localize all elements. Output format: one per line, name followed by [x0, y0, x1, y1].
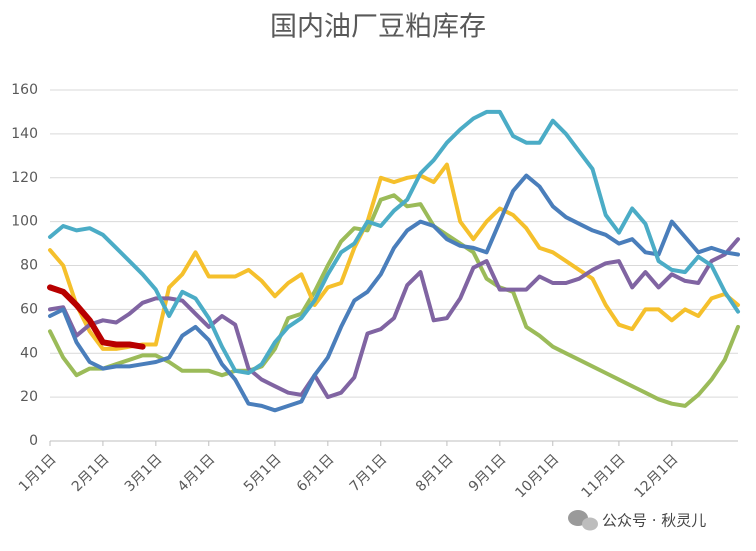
series-line: [47, 284, 146, 350]
x-tick-label: 5月1日: [241, 451, 285, 495]
x-tick-label: 7月1日: [347, 451, 391, 495]
x-tick-label: 9月1日: [466, 451, 510, 495]
series-line: [48, 162, 740, 351]
series-line: [48, 173, 740, 413]
x-tick-label: 2月1日: [69, 451, 113, 495]
chart-title: 国内油厂豆粕库存: [270, 12, 486, 43]
y-tick-label: 120: [11, 170, 38, 186]
y-tick-label: 20: [20, 389, 38, 405]
x-tick-label: 1月1日: [16, 451, 60, 495]
watermark-icon: [568, 510, 598, 531]
series-line: [48, 237, 740, 400]
x-tick-label: 10月1日: [512, 451, 562, 501]
x-tick-label: 8月1日: [413, 451, 457, 495]
y-tick-label: 80: [20, 258, 38, 274]
series-line: [48, 109, 740, 375]
y-tick-label: 140: [11, 126, 38, 142]
x-tick-label: 6月1日: [294, 451, 338, 495]
x-tick-label: 3月1日: [122, 451, 166, 495]
y-tick-label: 0: [29, 433, 38, 449]
y-tick-label: 60: [20, 301, 38, 317]
watermark: 公众号 · 秋灵儿: [602, 512, 706, 530]
x-tick-label: 11月1日: [579, 451, 629, 501]
x-tick-label: 4月1日: [175, 451, 219, 495]
x-tick-label: 12月1日: [631, 451, 681, 501]
y-tick-label: 40: [20, 345, 38, 361]
y-tick-label: 160: [11, 82, 38, 98]
y-tick-label: 100: [11, 214, 38, 230]
